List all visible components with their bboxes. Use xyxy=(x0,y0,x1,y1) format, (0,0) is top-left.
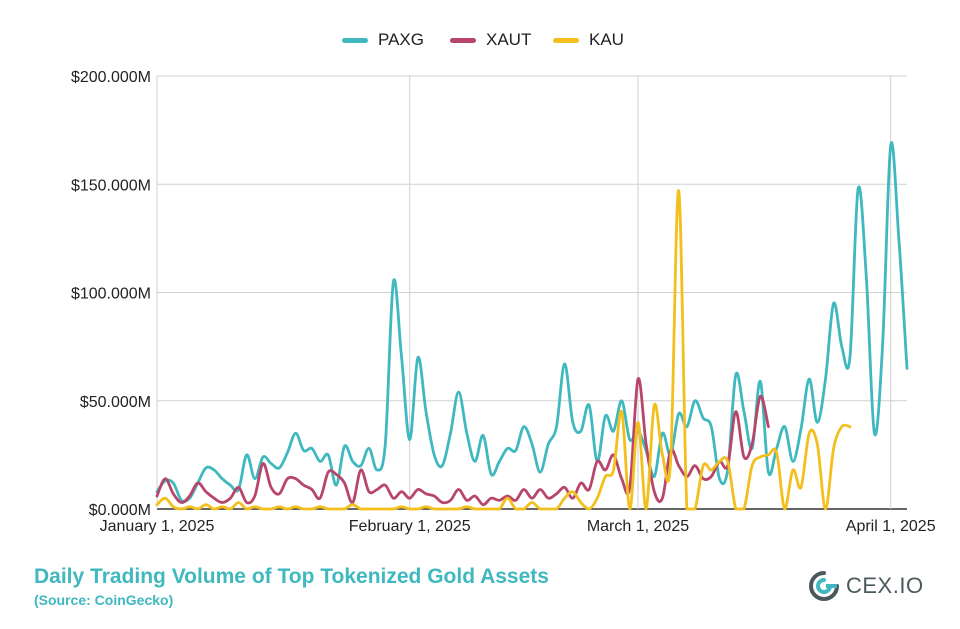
x-tick-label: February 1, 2025 xyxy=(349,518,471,535)
series-lines xyxy=(155,141,909,511)
legend-item-kau: KAU xyxy=(553,30,624,50)
y-tick-label: $150.000M xyxy=(71,177,151,194)
legend-swatch-paxg xyxy=(342,37,368,43)
cex-io-logo-icon xyxy=(809,571,839,601)
series-line-xaut xyxy=(155,377,770,507)
caption-title: Daily Trading Volume of Top Tokenized Go… xyxy=(34,565,549,588)
y-tick-label: $200.000M xyxy=(71,69,151,86)
x-tick-label: April 1, 2025 xyxy=(846,518,936,535)
legend-label-paxg: PAXG xyxy=(378,30,424,49)
legend-swatch-kau xyxy=(553,37,579,43)
axis-ticks: $0.000M $50.000M $100.000M $150.000M $200.00… xyxy=(71,69,936,535)
y-tick-label: $50.000M xyxy=(80,394,151,411)
y-tick-label: $0.000M xyxy=(89,502,151,519)
legend-label-kau: KAU xyxy=(589,30,624,49)
grid xyxy=(156,75,907,510)
line-chart: $0.000M $50.000M $100.000M $150.000M $200.00… xyxy=(71,69,936,535)
legend-item-paxg: PAXG xyxy=(342,30,424,50)
legend-item-xaut: XAUT xyxy=(450,30,531,50)
cex-io-logo-text: CEX.IO xyxy=(846,573,924,598)
legend-label-xaut: XAUT xyxy=(486,30,532,49)
y-tick-label: $100.000M xyxy=(71,286,151,303)
series-line-paxg xyxy=(155,141,909,503)
series-line-kau xyxy=(155,189,852,511)
x-tick-label: January 1, 2025 xyxy=(100,518,215,535)
legend-swatch-xaut xyxy=(450,37,476,43)
x-tick-label: March 1, 2025 xyxy=(587,518,689,535)
caption-source: (Source: CoinGecko) xyxy=(34,592,174,608)
cex-io-logo: CEX.IO xyxy=(808,570,924,602)
